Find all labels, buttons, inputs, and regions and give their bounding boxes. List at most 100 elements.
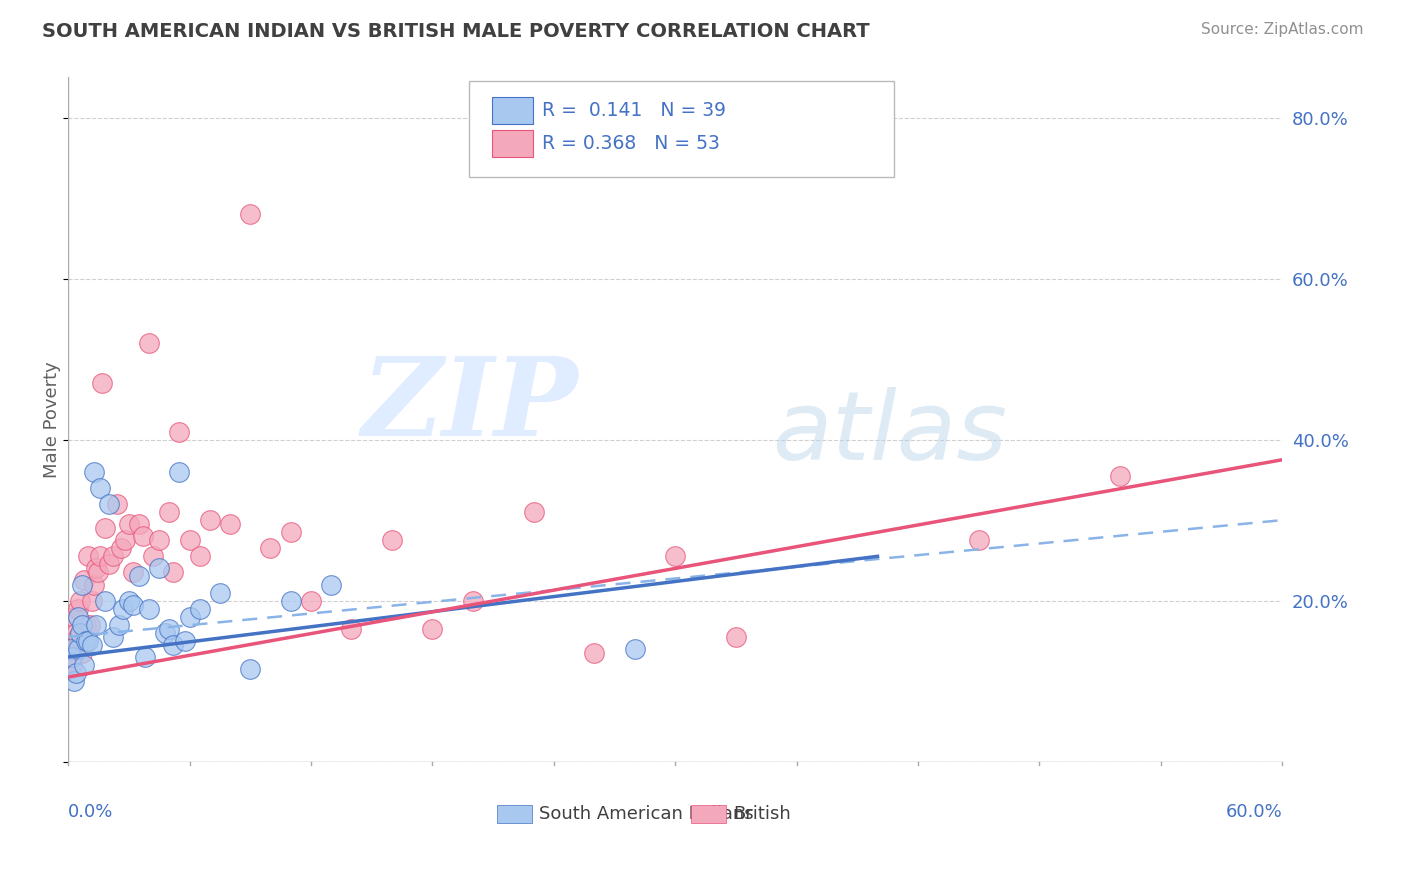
Text: British: British [734,805,792,823]
Point [69,593,91,607]
Point [60,658,83,673]
Point [72,646,94,660]
Point [101,630,124,644]
Point [148,533,170,548]
Point [208,585,231,599]
Point [65,666,87,681]
Point [967,533,990,548]
Point [93,593,115,607]
FancyBboxPatch shape [492,130,533,157]
FancyBboxPatch shape [690,805,725,823]
Text: South American Indians: South American Indians [538,805,754,823]
Point [67,609,90,624]
Point [75,617,97,632]
Point [132,529,155,543]
Point [169,425,191,439]
Point [82,638,104,652]
Text: Source: ZipAtlas.com: Source: ZipAtlas.com [1201,22,1364,37]
Point [179,609,201,624]
Point [110,541,132,556]
Text: atlas: atlas [772,387,1007,480]
Point [77,633,100,648]
Point [97,497,120,511]
Point [77,549,100,564]
Point [724,630,747,644]
Point [79,617,101,632]
Point [67,641,90,656]
Point [107,617,129,632]
Point [522,505,544,519]
Point [583,646,606,660]
Point [461,593,484,607]
Point [198,513,221,527]
Point [664,549,686,564]
Point [128,517,150,532]
Point [72,577,94,591]
Point [73,574,96,588]
Point [63,641,86,656]
Point [73,658,96,673]
Point [72,617,94,632]
Point [121,566,143,580]
Point [75,633,97,648]
Point [82,593,104,607]
Point [89,549,111,564]
Point [381,533,404,548]
Point [93,521,115,535]
Point [67,630,90,644]
Point [134,650,156,665]
Point [321,577,343,591]
Point [69,625,91,640]
Point [59,641,82,656]
Point [121,598,143,612]
Point [138,336,160,351]
Point [1109,468,1132,483]
Point [60,650,83,665]
Point [83,465,105,479]
Point [105,497,128,511]
Point [86,561,108,575]
Point [239,207,262,221]
Point [623,641,645,656]
Point [128,569,150,583]
Point [114,533,136,548]
Point [89,481,111,495]
Point [188,601,211,615]
Point [239,662,262,676]
Text: ZIP: ZIP [361,352,578,459]
Point [67,601,90,615]
Point [299,593,322,607]
Point [219,517,242,532]
Point [340,622,363,636]
Point [162,566,184,580]
Point [259,541,281,556]
Point [101,549,124,564]
Point [87,566,110,580]
Point [59,662,82,676]
Point [157,505,180,519]
Text: R =  0.141   N = 39: R = 0.141 N = 39 [541,101,725,120]
Point [65,625,87,640]
Text: 0.0%: 0.0% [67,803,114,821]
Point [118,593,141,607]
Point [142,549,165,564]
Y-axis label: Male Poverty: Male Poverty [44,361,60,478]
Point [157,622,180,636]
Point [148,561,170,575]
Point [63,674,86,689]
Point [280,593,302,607]
Text: 60.0%: 60.0% [1226,803,1282,821]
Point [138,601,160,615]
Point [179,533,201,548]
FancyBboxPatch shape [496,805,531,823]
Point [420,622,443,636]
Point [169,465,191,479]
Text: R = 0.368   N = 53: R = 0.368 N = 53 [541,135,720,153]
Point [188,549,211,564]
FancyBboxPatch shape [468,81,894,177]
Point [97,558,120,572]
Point [155,625,177,640]
Point [63,609,86,624]
Point [162,638,184,652]
Point [86,617,108,632]
